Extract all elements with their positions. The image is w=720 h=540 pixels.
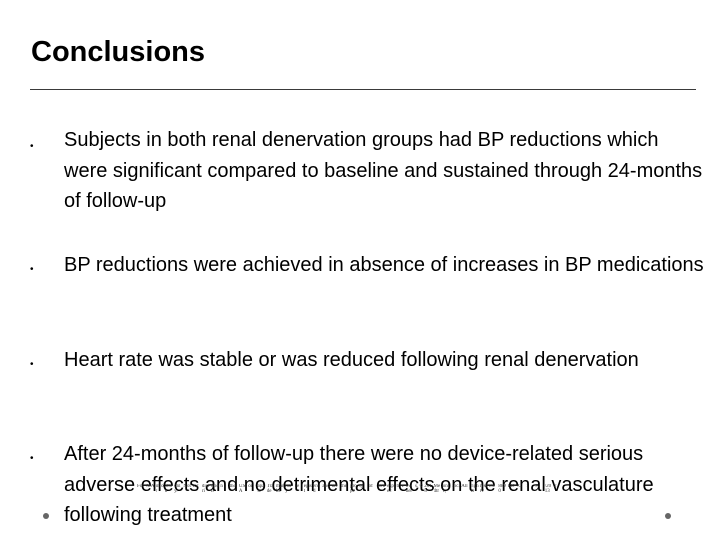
footer-note-fragment: Not: [183, 484, 191, 489]
footer-note-fragment: For: [137, 484, 144, 489]
bullet-text: After 24-months of follow-up there were …: [64, 443, 654, 526]
footer-note-fragment: RD: [507, 484, 515, 489]
footer-note-fragment: USA: [238, 484, 246, 494]
footer-note-fragment: distri: [201, 484, 210, 494]
footer-note-fragment: 8890: [498, 484, 506, 494]
footer-note-fragment: heir: [377, 484, 386, 489]
footer-note-fragment: be: [294, 484, 300, 489]
footer-note-fragment: 2013: [424, 484, 432, 494]
footer-note-fragment: owner: [405, 484, 413, 494]
footer-disclaimer: For MA infor ation only. Not for distri ution n th…: [137, 484, 562, 534]
footer-note-fragment: Inc.: [452, 484, 460, 489]
footer-note-fragment: the: [340, 484, 347, 489]
footer-note-fragment: may: [285, 484, 292, 494]
footer-note-fragment: n: [220, 484, 223, 489]
footer-note-fragment: 1: [526, 484, 529, 489]
footer-note-fragment: are: [331, 484, 338, 489]
footer-note-fragment: ered: [313, 484, 320, 494]
bullet-text: Subjects in both renal denervation group…: [64, 129, 703, 212]
footer-note-fragment: of: [368, 484, 373, 489]
footer-note-fragment: ation: [164, 484, 173, 494]
footer-note-fragment: egist: [303, 484, 312, 494]
slide-title: Conclusions: [31, 36, 206, 68]
bullet-marker: •: [30, 359, 34, 370]
bullet-text: Heart rate was stable or was reduced fol…: [64, 349, 639, 371]
footer-note-fragment: MA: [146, 484, 155, 489]
footer-dot-left: [43, 513, 49, 519]
footer-note-fragment: Trade: [266, 484, 274, 494]
footer-dot-right: [665, 513, 671, 519]
footer-note-fragment: A: [535, 484, 540, 489]
footer-note-fragment: 2: [553, 484, 557, 489]
footer-note-fragment: s. ©: [414, 484, 424, 489]
footer-note-fragment: ed.: [489, 484, 496, 489]
footer-note-fragment: and: [322, 484, 330, 489]
footer-note-fragment: marks: [275, 484, 284, 494]
footer-note-fragment: infor: [155, 484, 164, 494]
footer-note-fragment: or: [248, 484, 253, 489]
footer-note-fragment: apan.: [257, 484, 265, 494]
footer-note-fragment: ution: [211, 484, 219, 494]
footer-note-fragment: ty: [359, 484, 364, 489]
footer-note-fragment: All: [461, 484, 468, 489]
footer-note-fragment: reserv: [479, 484, 488, 494]
bullet-marker: •: [30, 141, 34, 152]
footer-note-fragment: rights: [470, 484, 479, 494]
footer-note-fragment: tive: [396, 484, 404, 489]
footer-note-fragment: espec: [387, 484, 394, 494]
footer-note-fragment: Medtr: [433, 484, 441, 494]
footer-note-fragment: only.: [174, 484, 181, 494]
footer-note-fragment: onic,: [442, 484, 450, 494]
footer-note-fragment: the: [229, 484, 236, 489]
title-divider: [30, 89, 696, 90]
bullet-text: BP reductions were achieved in absence o…: [64, 254, 704, 276]
footer-note-fragment: /C: [516, 484, 522, 489]
footer-note-fragment: for: [192, 484, 199, 489]
bullet-marker: •: [30, 453, 34, 464]
bullet-marker: •: [30, 264, 34, 275]
footer-note-fragment: prope: [350, 484, 357, 494]
footer-note-fragment: /2013: [544, 484, 552, 494]
